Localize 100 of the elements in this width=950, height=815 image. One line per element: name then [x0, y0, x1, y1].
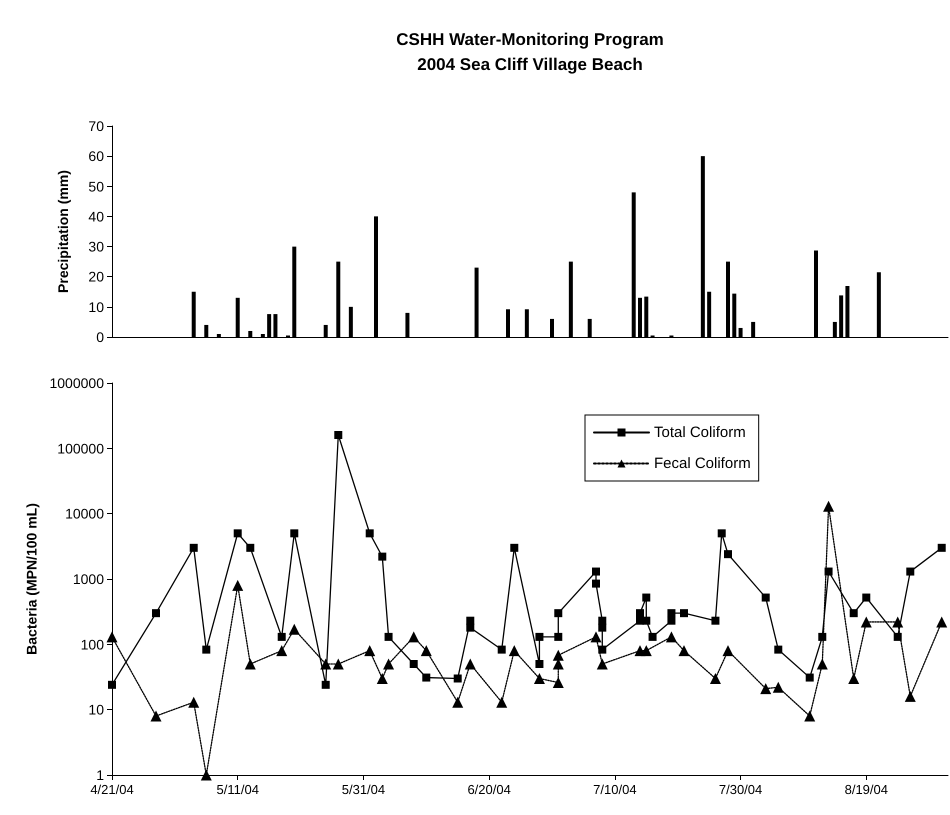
point [710, 672, 721, 684]
point [150, 710, 162, 722]
x-tick-label: 4/21/04 [90, 782, 134, 797]
y-tick-label: 70 [88, 118, 104, 134]
point [806, 674, 814, 682]
y-tick-label: 100000 [57, 440, 104, 456]
point [772, 682, 784, 693]
point [408, 631, 420, 642]
y-tick-label: 50 [88, 178, 104, 194]
point [334, 430, 342, 439]
point [322, 680, 330, 689]
point [936, 616, 948, 628]
point [452, 696, 464, 708]
point [278, 632, 286, 641]
y-axis-title: Bacteria (MPN/100 mL) [24, 503, 40, 655]
point [938, 544, 946, 552]
y-tick-label: 1000000 [49, 375, 104, 391]
y-tick-label: 10000 [65, 506, 104, 522]
point [376, 672, 388, 684]
x-tick-label: 8/19/04 [844, 782, 888, 797]
point [384, 632, 393, 641]
point [666, 631, 677, 642]
point [410, 660, 418, 668]
point [598, 624, 606, 632]
point [850, 609, 858, 618]
point [508, 645, 520, 656]
point [642, 616, 650, 625]
point [680, 609, 688, 618]
point [642, 594, 650, 602]
point [232, 580, 244, 591]
y-tick-label: 1000 [72, 571, 104, 587]
y-axis-title: Precipitation (mm) [55, 170, 71, 293]
point [454, 674, 462, 682]
point [188, 696, 200, 708]
point [824, 568, 833, 576]
point [498, 646, 506, 654]
point [816, 658, 828, 670]
point [422, 674, 430, 682]
point [818, 632, 826, 641]
point [244, 658, 256, 670]
x-tick-label: 5/31/04 [342, 782, 386, 797]
point [383, 658, 394, 670]
legend-label: Total Coliform [654, 424, 746, 441]
point [894, 632, 902, 641]
point [718, 529, 726, 538]
point [640, 645, 652, 656]
point [590, 631, 602, 642]
point [774, 646, 782, 654]
point [276, 645, 288, 656]
point [592, 580, 600, 588]
point [596, 658, 608, 670]
point [762, 594, 770, 602]
point [332, 658, 344, 670]
point [760, 683, 772, 694]
point [554, 632, 562, 641]
y-tick-label: 10 [88, 702, 104, 718]
point [711, 616, 720, 625]
point [246, 544, 254, 552]
point [804, 710, 816, 722]
point [667, 609, 676, 618]
point [892, 616, 904, 628]
point [535, 632, 544, 641]
point [636, 609, 644, 618]
point [466, 624, 474, 632]
point [364, 645, 376, 656]
point [554, 609, 562, 618]
point [598, 646, 606, 654]
y-tick-label: 30 [88, 238, 104, 255]
point [378, 552, 386, 561]
point [535, 660, 544, 668]
chart-title: CSHH Water-Monitoring Program [396, 30, 664, 49]
point [152, 609, 160, 618]
point [320, 658, 332, 670]
point [202, 646, 210, 654]
point [366, 529, 374, 538]
point [860, 616, 872, 628]
x-tick-label: 7/10/04 [593, 782, 637, 797]
chart-subtitle: 2004 Sea Cliff Village Beach [417, 55, 643, 74]
point [592, 568, 600, 576]
point [904, 690, 916, 702]
point [906, 568, 914, 576]
x-tick-label: 6/20/04 [467, 782, 511, 797]
point [667, 616, 676, 625]
y-tick-label: 20 [88, 268, 104, 285]
point [552, 650, 564, 661]
x-tick-label: 7/30/04 [718, 782, 762, 797]
point [862, 594, 870, 602]
point [288, 624, 300, 635]
y-tick-label: 1 [96, 767, 104, 783]
point [724, 550, 732, 558]
point [234, 529, 242, 538]
y-tick-label: 60 [88, 148, 104, 164]
point [510, 544, 518, 552]
x-tick-label: 5/11/04 [216, 782, 259, 797]
point [496, 696, 508, 708]
y-tick-label: 10 [88, 298, 104, 315]
y-tick-label: 100 [80, 636, 104, 652]
y-tick-label: 40 [88, 208, 104, 224]
y-tick-label: 0 [96, 329, 104, 345]
point [106, 631, 118, 642]
